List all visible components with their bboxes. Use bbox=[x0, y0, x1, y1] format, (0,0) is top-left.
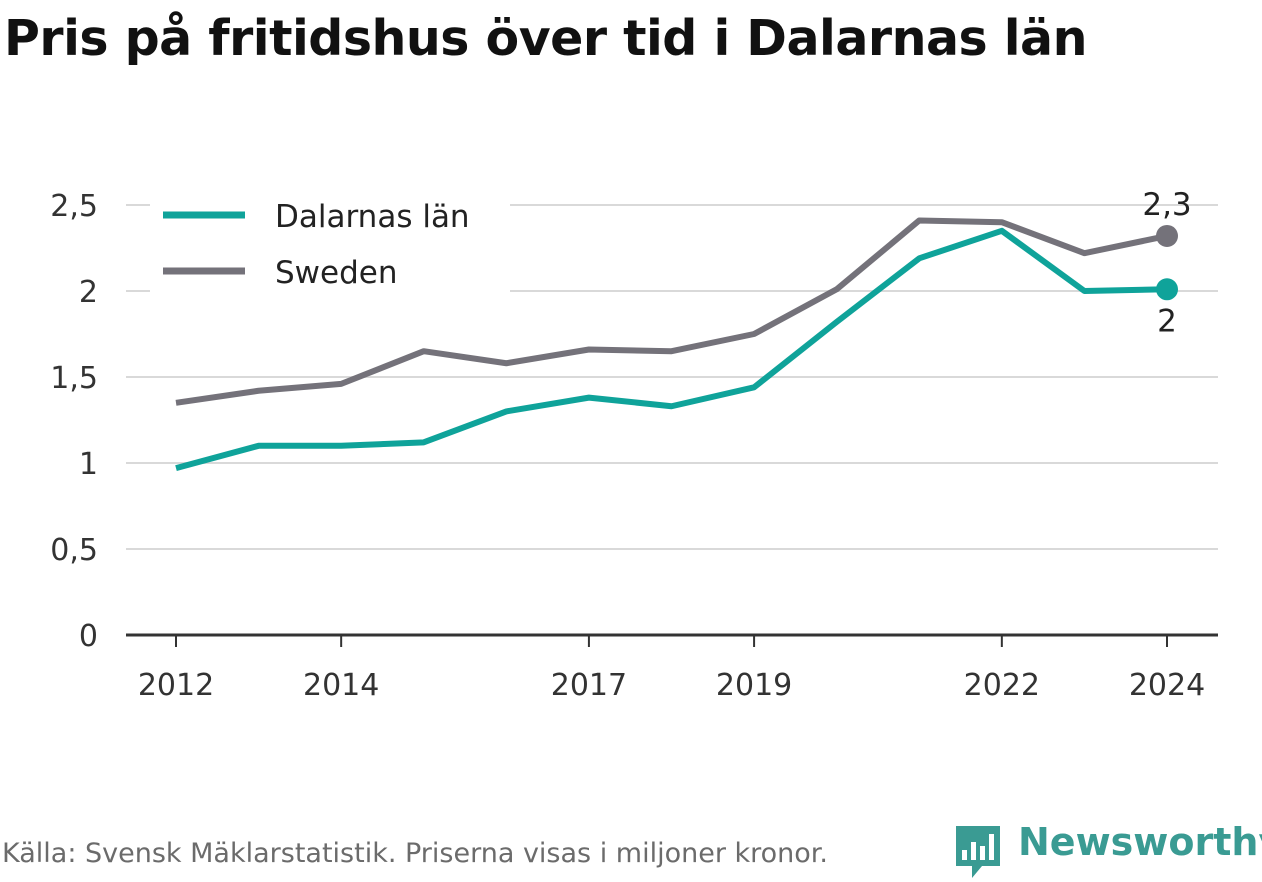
x-tick-label: 2019 bbox=[716, 668, 792, 703]
legend-label: Dalarnas län bbox=[275, 199, 470, 235]
x-tick-label: 2014 bbox=[303, 668, 379, 703]
chart-title: Pris på fritidshus över tid i Dalarnas l… bbox=[4, 10, 1087, 67]
y-tick-label: 2,5 bbox=[50, 189, 98, 224]
end-point-sweden bbox=[1156, 224, 1178, 247]
newsworthy-logo: Newsworthy bbox=[950, 818, 1262, 878]
y-tick-label: 0 bbox=[79, 619, 98, 654]
end-label-dalarna: 2 bbox=[1157, 303, 1177, 339]
legend: Dalarnas län Sweden bbox=[150, 190, 510, 302]
end-label-sweden: 2,3 bbox=[1142, 187, 1191, 223]
series-line-sweden bbox=[175, 217, 1168, 406]
series-line-dalarna bbox=[175, 227, 1168, 472]
series-lines: 2,32 bbox=[175, 187, 1192, 472]
legend-label: Sweden bbox=[275, 255, 398, 291]
x-tick-label: 2012 bbox=[138, 668, 214, 703]
y-tick-label: 1 bbox=[79, 447, 98, 482]
x-tick-label: 2017 bbox=[551, 668, 627, 703]
x-tick-label: 2022 bbox=[964, 668, 1040, 703]
y-tick-label: 1,5 bbox=[50, 361, 98, 396]
legend-background bbox=[150, 190, 510, 302]
x-tick-label: 2024 bbox=[1129, 668, 1205, 703]
y-tick-label: 0,5 bbox=[50, 533, 98, 568]
end-point-dalarna bbox=[1156, 278, 1178, 301]
chart-bubble-icon bbox=[956, 826, 1000, 878]
y-tick-label: 2 bbox=[79, 275, 98, 310]
brand-name: Newsworthy bbox=[1018, 820, 1262, 864]
x-axis: 2012 2014 2017 2019 2022 2024 bbox=[126, 633, 1218, 703]
y-axis-ticks: 0 0,5 1 1,5 2 2,5 bbox=[50, 189, 98, 654]
source-note: Källa: Svensk Mäklarstatistik. Priserna … bbox=[2, 838, 829, 869]
